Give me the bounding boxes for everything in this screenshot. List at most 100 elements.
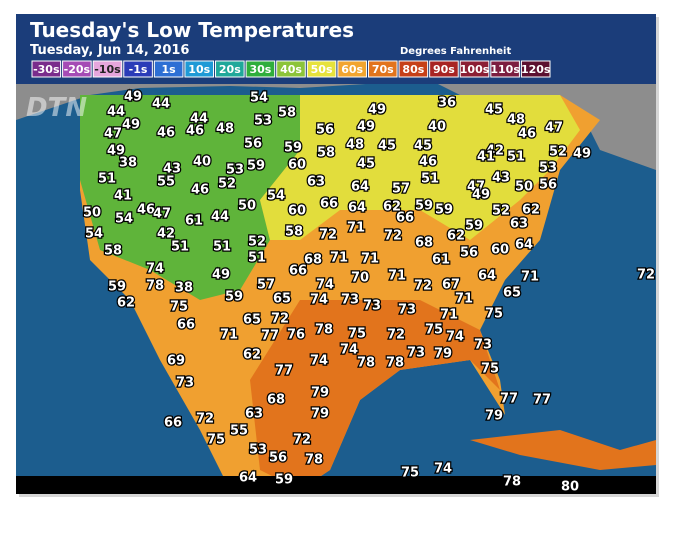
- temperature-label: 71: [220, 328, 238, 343]
- temperature-label: 72: [414, 279, 432, 294]
- temperature-label: 66: [320, 197, 338, 212]
- temperature-label: 71: [440, 308, 458, 323]
- temperature-label: 46: [191, 183, 209, 198]
- legend-label: 100s: [460, 63, 490, 76]
- temperature-label: 64: [239, 471, 257, 486]
- temperature-label: 71: [361, 252, 379, 267]
- temperature-label: 77: [261, 329, 279, 344]
- temperature-label: 58: [104, 244, 122, 259]
- temperature-label: 40: [428, 120, 446, 135]
- temperature-label: 77: [275, 364, 293, 379]
- temperature-label: 60: [288, 158, 306, 173]
- temperature-label: 62: [117, 296, 135, 311]
- temperature-label: 59: [435, 203, 453, 218]
- caribbean: [470, 430, 656, 470]
- temperature-label: 66: [396, 211, 414, 226]
- temperature-label: 71: [330, 251, 348, 266]
- temperature-label: 79: [485, 409, 503, 424]
- temperature-label: 49: [472, 188, 490, 203]
- legend-swatch: [184, 60, 215, 78]
- temperature-label: 55: [157, 175, 175, 190]
- temperature-label: 62: [447, 229, 465, 244]
- temperature-label: 76: [287, 328, 305, 343]
- temperature-label: 44: [211, 210, 229, 225]
- temperature-label: 80: [561, 480, 579, 495]
- temperature-label: 41: [477, 150, 495, 165]
- temperature-label: 55: [230, 424, 248, 439]
- temperature-label: 64: [351, 180, 369, 195]
- temperature-label: 73: [341, 293, 359, 308]
- temperature-label: 51: [248, 251, 266, 266]
- temperature-label: 46: [157, 126, 175, 141]
- temperature-label: 64: [515, 238, 533, 253]
- temperature-label: 71: [521, 270, 539, 285]
- temperature-label: 52: [549, 145, 567, 160]
- temperature-label: 59: [247, 159, 265, 174]
- temperature-label: 43: [492, 171, 510, 186]
- legend-swatch: [367, 60, 398, 78]
- temperature-label: 64: [478, 269, 496, 284]
- legend-label: 80s: [402, 63, 424, 76]
- temperature-label: 41: [114, 189, 132, 204]
- temperature-label: 49: [107, 144, 125, 159]
- temperature-label: 45: [414, 139, 432, 154]
- temperature-label: 62: [243, 348, 261, 363]
- temperature-label: 54: [85, 227, 103, 242]
- legend-label: 10s: [188, 63, 210, 76]
- legend-label: 120s: [521, 63, 551, 76]
- temperature-label: 44: [190, 112, 208, 127]
- temperature-label: 62: [522, 203, 540, 218]
- temperature-label: 51: [421, 172, 439, 187]
- temperature-label: 65: [273, 292, 291, 307]
- temperature-label: 63: [307, 175, 325, 190]
- temperature-label: 72: [319, 228, 337, 243]
- temperature-label: 40: [193, 155, 211, 170]
- legend-swatch: [520, 60, 551, 78]
- temperature-label: 52: [492, 204, 510, 219]
- temperature-label: 64: [348, 201, 366, 216]
- temperature-label: 53: [226, 163, 244, 178]
- temperature-label: 79: [311, 386, 329, 401]
- temperature-label: 59: [465, 219, 483, 234]
- legend-swatch: [306, 60, 337, 78]
- warm-zone: [250, 300, 500, 490]
- temperature-label: 60: [491, 243, 509, 258]
- temperature-label: 75: [425, 323, 443, 338]
- temperature-label: 59: [284, 141, 302, 156]
- temperature-label: 74: [316, 278, 334, 293]
- temperature-label: 47: [467, 180, 485, 195]
- temperature-label: 50: [238, 199, 256, 214]
- temperature-label: 73: [474, 338, 492, 353]
- legend-swatch: [153, 60, 184, 78]
- temperature-label: 49: [573, 147, 591, 162]
- legend-label: 50s: [311, 63, 333, 76]
- legend-swatch: [31, 60, 62, 78]
- temperature-label: 77: [533, 393, 551, 408]
- temperature-label: 59: [275, 473, 293, 488]
- temperature-label: 56: [269, 451, 287, 466]
- subtitle: Tuesday, Jun 14, 2016: [30, 43, 189, 58]
- temperature-label: 42: [157, 227, 175, 242]
- temperature-label: 72: [387, 328, 405, 343]
- temperature-label: 49: [124, 90, 142, 105]
- temperature-label: 78: [357, 356, 375, 371]
- legend-label: 1s: [162, 63, 177, 76]
- temperature-label: 63: [245, 407, 263, 422]
- legend-swatch: [490, 60, 520, 78]
- mild-zone: [260, 95, 580, 240]
- temperature-label: 42: [486, 144, 504, 159]
- temperature-label: 73: [363, 299, 381, 314]
- temperature-label: 59: [415, 199, 433, 214]
- legend-swatch: [245, 60, 276, 78]
- temperature-label: 53: [539, 161, 557, 176]
- legend-swatch: [429, 60, 459, 78]
- temperature-label: 51: [98, 172, 116, 187]
- legend-label: 40s: [280, 63, 302, 76]
- temperature-label: 44: [107, 105, 125, 120]
- legend-swatch: [215, 60, 245, 78]
- temperature-label: 59: [225, 290, 243, 305]
- temperature-label: 52: [218, 177, 236, 192]
- temperature-label: 78: [305, 453, 323, 468]
- temperature-label: 73: [176, 376, 194, 391]
- legend-label: -20s: [64, 63, 91, 76]
